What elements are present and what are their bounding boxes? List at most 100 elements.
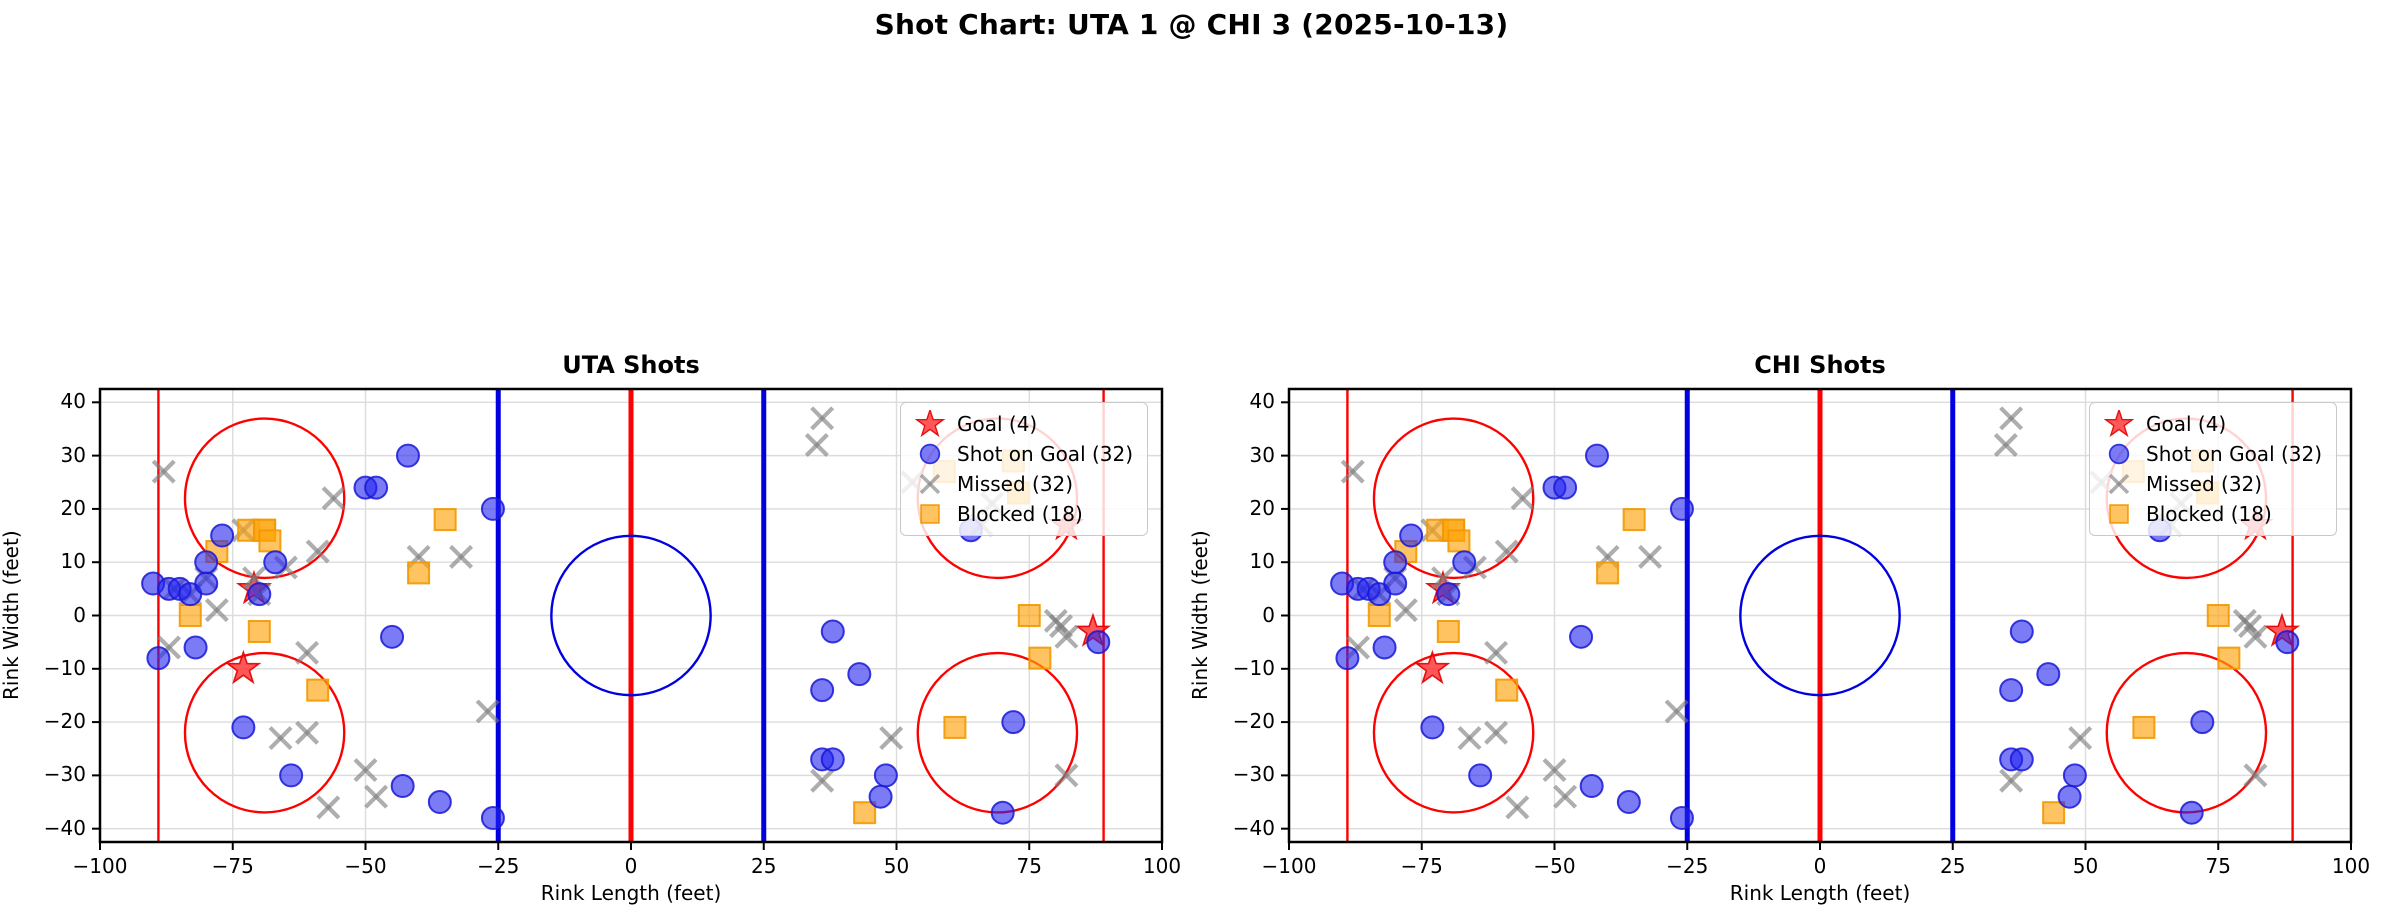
x-tick-label: 25 [1940, 854, 1966, 878]
sog-marker [1553, 475, 1578, 500]
x-tick-label: 0 [624, 854, 638, 878]
legend-label: Shot on Goal (32) [2146, 442, 2323, 466]
sog-marker [2057, 784, 2082, 809]
blocked-marker [1447, 529, 1471, 553]
y-tick-label: 40 [60, 389, 86, 414]
sog-marker [990, 800, 1015, 825]
missed-marker [1505, 795, 1530, 820]
missed-marker [810, 768, 835, 793]
sog-marker [2108, 443, 2130, 465]
legend-row-sog: Shot on Goal (32) [911, 440, 1137, 468]
x-tick-label: −50 [1533, 854, 1576, 878]
goal-marker [914, 410, 946, 438]
sog-marker [847, 662, 872, 687]
x-tick-label: 75 [1016, 854, 1042, 878]
sog-marker [1452, 550, 1477, 575]
missed-marker [1510, 486, 1535, 511]
sog-marker [1999, 678, 2024, 703]
blocked-marker [853, 801, 877, 825]
missed-marker [1457, 726, 1482, 751]
sog-marker [2275, 630, 2300, 655]
sog-marker [395, 443, 420, 468]
sog-legend-icon [919, 443, 941, 465]
sog-marker [247, 582, 272, 607]
sog-marker [194, 571, 219, 596]
goal-marker [2103, 410, 2135, 438]
blocked-marker [2109, 504, 2129, 524]
missed-marker [1043, 608, 1068, 633]
y-tick-label: 40 [1249, 389, 1275, 414]
missed-marker [449, 544, 474, 569]
x-tick-label: 100 [2331, 854, 2371, 878]
missed-marker [1664, 699, 1689, 724]
missed-marker [1993, 432, 2018, 457]
sog-marker [868, 784, 893, 809]
blocked-marker [433, 508, 457, 532]
missed-marker [353, 758, 378, 783]
missed-marker [1340, 459, 1365, 484]
sog-marker [1468, 763, 1493, 788]
blocked-marker [1622, 508, 1646, 532]
legend-label: Goal (4) [2146, 412, 2227, 436]
legend-label: Missed (32) [957, 472, 1074, 496]
figure-title: Shot Chart: UTA 1 @ CHI 3 (2025-10-13) [874, 8, 1509, 41]
missed-marker [1999, 768, 2024, 793]
legend: Goal (4) Shot on Goal (32) Missed (32) Bloc… [900, 402, 1148, 536]
sog-marker [1569, 624, 1594, 649]
sog-marker [279, 763, 304, 788]
legend-label: Shot on Goal (32) [957, 442, 1134, 466]
blocked-marker [1436, 619, 1460, 643]
sog-marker [183, 635, 208, 660]
legend-label: Goal (4) [957, 412, 1038, 436]
sog-marker [390, 774, 415, 799]
blocked-legend-icon [920, 504, 940, 524]
missed-marker [305, 539, 330, 564]
blocked-marker [306, 678, 330, 702]
sog-marker [919, 443, 941, 465]
x-axis-label: Rink Length (feet) [1729, 881, 1911, 905]
sog-marker [1579, 774, 1604, 799]
missed-marker [2243, 624, 2268, 649]
sog-marker [1669, 806, 1694, 831]
sog-marker [2190, 710, 2215, 735]
sog-marker [480, 806, 505, 831]
y-tick-label: 30 [1249, 442, 1275, 467]
x-axis-label: Rink Length (feet) [540, 881, 722, 905]
y-tick-label: −30 [43, 762, 86, 787]
faceoff-circle [1372, 651, 1535, 814]
sog-marker [231, 715, 256, 740]
blocked-marker [407, 561, 431, 585]
sog-marker [1086, 630, 1111, 655]
legend-row-missed: Missed (32) [2100, 470, 2326, 498]
missed-marker [1393, 598, 1418, 623]
missed-marker [1054, 763, 1079, 788]
missed-marker [1999, 406, 2024, 431]
sog-marker [2009, 747, 2034, 772]
missed-marker [810, 406, 835, 431]
sog-marker [2179, 800, 2204, 825]
faceoff-circle [183, 651, 346, 814]
x-tick-label: 50 [883, 854, 910, 878]
sog-marker [1383, 550, 1408, 575]
missed-marker [1054, 624, 1079, 649]
sog-marker [364, 475, 389, 500]
x-tick-label: 50 [2072, 854, 2099, 878]
x-tick-label: −100 [1261, 854, 1317, 878]
missed-legend-icon [919, 473, 941, 495]
legend-row-missed: Missed (32) [911, 470, 1137, 498]
faceoff-circle [916, 651, 1079, 814]
sog-marker [820, 619, 845, 644]
blocked-marker [2042, 801, 2066, 825]
sog-marker [2062, 763, 2087, 788]
goal-legend-icon [2103, 410, 2135, 438]
missed-marker [268, 726, 293, 751]
sog-marker [263, 550, 288, 575]
y-tick-label: −30 [1232, 762, 1275, 787]
subplot-chi-shots: CHI Shots Rink Width (feet) Rink Length … [1188, 351, 2370, 905]
sog-marker [1372, 635, 1397, 660]
blocked-marker [2206, 604, 2230, 627]
y-tick-label: 10 [60, 549, 86, 574]
legend-row-sog: Shot on Goal (32) [2100, 440, 2326, 468]
blocked-marker [178, 604, 202, 627]
